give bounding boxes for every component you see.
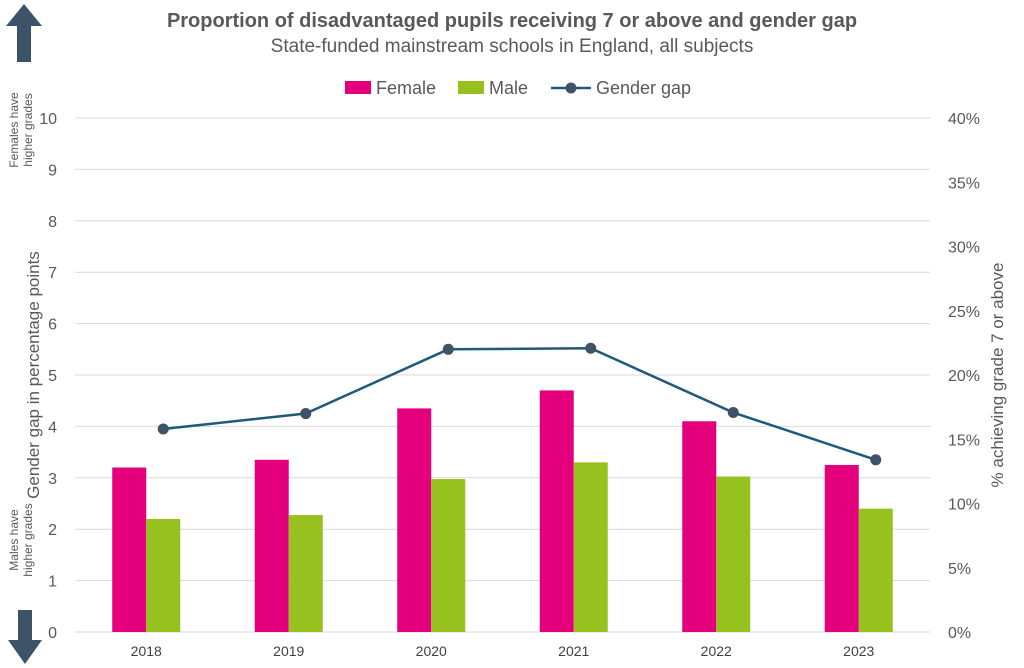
bar-male-2021 <box>573 462 608 632</box>
y-tick-label: 1 <box>48 574 57 591</box>
legend-label-gap: Gender gap <box>596 78 691 98</box>
y2-tick-label: 5% <box>948 561 971 578</box>
y2-tick-label: 30% <box>948 240 980 257</box>
y2-tick-label: 35% <box>948 175 980 192</box>
bar-female-2020 <box>397 408 432 632</box>
bar-male-2022 <box>716 476 751 632</box>
y-tick-label: 7 <box>48 265 57 282</box>
legend-swatch-female <box>345 81 371 94</box>
legend-marker-gap <box>565 82 577 94</box>
y-tick-label: 5 <box>48 368 57 385</box>
gender-gap-point-2020 <box>442 343 454 355</box>
y-tick-label: 8 <box>48 214 57 231</box>
note-males-line1: Males have <box>7 509 21 571</box>
y-tick-label: 6 <box>48 317 57 334</box>
y-tick-label: 0 <box>48 625 57 642</box>
y2-tick-label: 40% <box>948 111 980 128</box>
y-tick-label: 10 <box>39 111 57 128</box>
y-tick-label: 3 <box>48 471 57 488</box>
y2-tick-label: 25% <box>948 304 980 321</box>
x-tick-label: 2023 <box>843 643 874 659</box>
y2-axis-title: % achieving grade 7 or above <box>988 263 1007 488</box>
bar-female-2023 <box>824 464 859 632</box>
gender-gap-point-2022 <box>727 407 739 419</box>
gender-gap-point-2023 <box>870 454 882 466</box>
arrow-down-icon <box>8 610 42 664</box>
gender-gap-point-2021 <box>585 342 597 354</box>
gender-gap-point-2019 <box>300 408 312 420</box>
bar-female-2019 <box>254 459 289 632</box>
y2-tick-label: 15% <box>948 432 980 449</box>
x-tick-label: 2020 <box>416 643 447 659</box>
bar-male-2018 <box>146 518 181 632</box>
chart-subtitle: State-funded mainstream schools in Engla… <box>270 36 754 57</box>
note-females-line2: higher grades <box>21 93 35 166</box>
note-males-line2: higher grades <box>21 503 35 576</box>
y-tick-label: 9 <box>48 162 57 179</box>
y2-tick-label: 20% <box>948 368 980 385</box>
bar-male-2020 <box>431 479 466 632</box>
gender-gap-line <box>163 347 877 461</box>
bar-female-2022 <box>682 421 717 632</box>
y-tick-label: 2 <box>48 522 57 539</box>
y-tick-label: 4 <box>48 419 57 436</box>
x-tick-label: 2019 <box>273 643 304 659</box>
bar-male-2019 <box>288 515 323 632</box>
legend-label-female: Female <box>376 78 436 98</box>
y2-tick-label: 10% <box>948 497 980 514</box>
chart-title: Proportion of disadvantaged pupils recei… <box>166 10 858 32</box>
legend-swatch-male <box>458 81 484 94</box>
y-axis-title: Gender gap in percentage points <box>24 251 43 499</box>
bar-female-2018 <box>112 467 147 632</box>
y2-tick-label: 0% <box>948 625 971 642</box>
gender-gap-point-2018 <box>157 423 169 435</box>
x-tick-label: 2018 <box>131 643 162 659</box>
bar-male-2023 <box>858 508 893 632</box>
bar-female-2021 <box>539 390 574 632</box>
legend-label-male: Male <box>489 78 528 98</box>
x-tick-label: 2022 <box>701 643 732 659</box>
x-tick-label: 2021 <box>558 643 589 659</box>
arrow-up-icon <box>6 4 42 62</box>
note-females-line1: Females have <box>7 92 21 168</box>
